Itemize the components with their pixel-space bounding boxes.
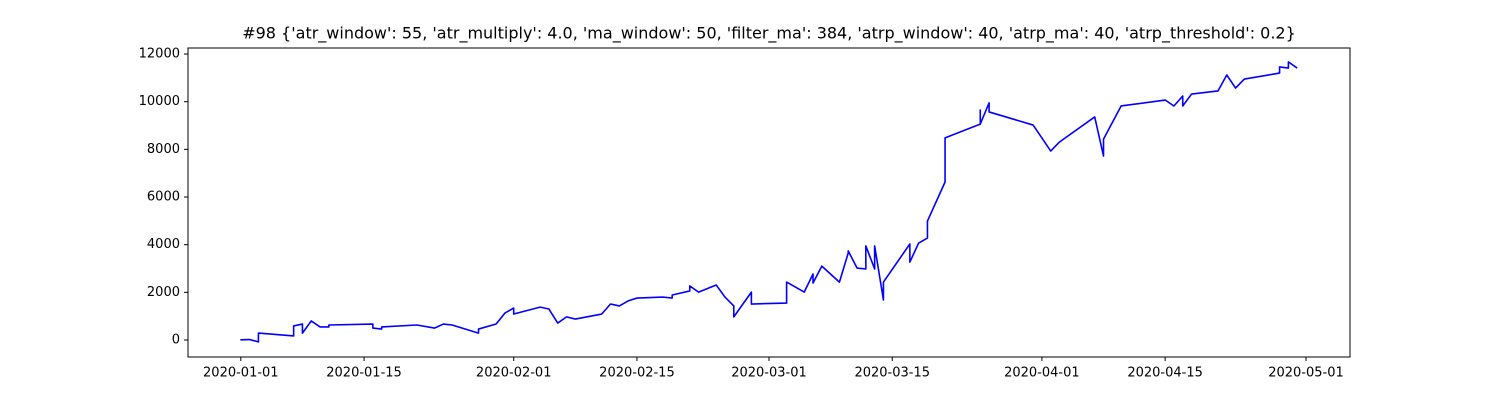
y-tick-label: 6000 bbox=[147, 190, 180, 205]
y-tick-label: 0 bbox=[172, 333, 180, 348]
x-tick-label: 2020-02-01 bbox=[476, 366, 552, 381]
plot-frame bbox=[187, 47, 1351, 358]
x-tick-label: 2020-03-01 bbox=[731, 366, 807, 381]
y-tick-label: 2000 bbox=[147, 285, 180, 300]
y-tick-label: 8000 bbox=[147, 142, 180, 157]
x-tick-label: 2020-03-15 bbox=[854, 366, 930, 381]
x-tick-label: 2020-04-01 bbox=[1004, 366, 1080, 381]
y-tick-label: 10000 bbox=[139, 94, 180, 109]
x-tick-label: 2020-01-15 bbox=[326, 366, 402, 381]
y-tick-label: 12000 bbox=[139, 47, 180, 62]
x-tick-label: 2020-02-15 bbox=[599, 366, 675, 381]
y-tick-label: 4000 bbox=[147, 237, 180, 252]
x-tick-label: 2020-01-01 bbox=[203, 366, 279, 381]
x-tick-label: 2020-04-15 bbox=[1127, 366, 1203, 381]
x-tick-label: 2020-05-01 bbox=[1268, 366, 1344, 381]
chart-title: #98 {'atr_window': 55, 'atr_multiply': 4… bbox=[242, 24, 1296, 44]
data-line bbox=[240, 61, 1298, 343]
